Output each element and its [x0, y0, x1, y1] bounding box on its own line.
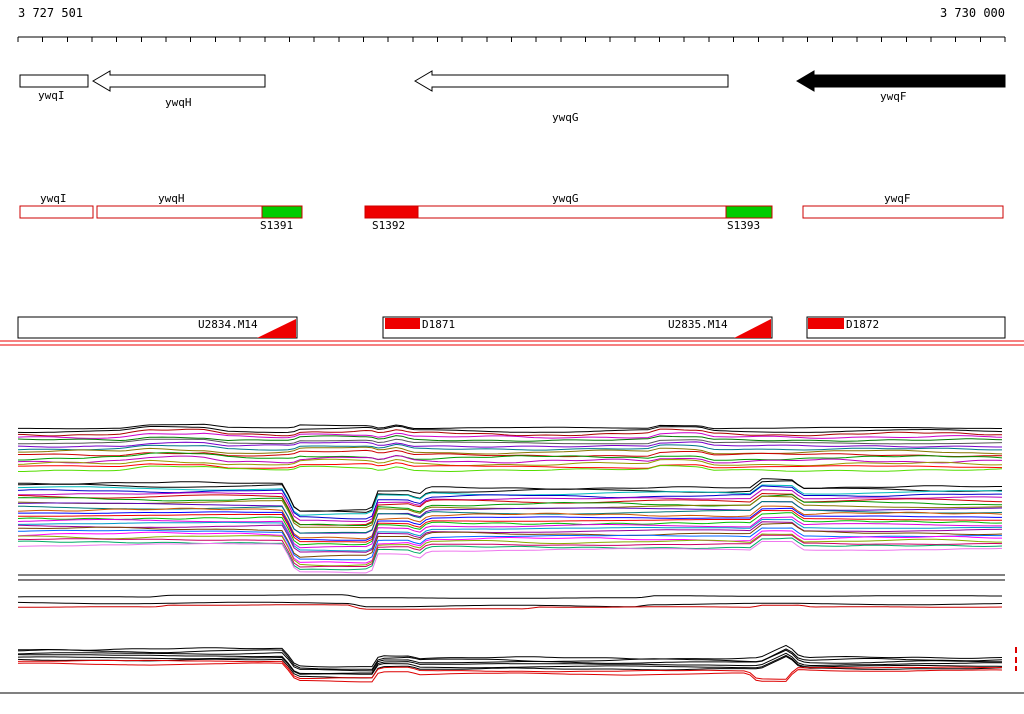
expression-line-upper-expression-band: [17, 458, 1003, 467]
gene-box-label-ywqG: ywqG: [552, 192, 579, 205]
expression-line-bottom-black-cluster: [18, 644, 1003, 668]
expression-line-upper-expression-band: [17, 443, 1002, 451]
expression-line-lower-expression-band: [18, 534, 1003, 568]
probe-label-U2834-M14: U2834.M14: [198, 318, 258, 331]
expression-line-lower-expression-band: [17, 516, 1002, 549]
expression-line-lower-expression-band: [18, 510, 1002, 543]
ruler-start-coordinate: 3 727 501: [18, 6, 84, 20]
gene-box-ywqG[interactable]: [364, 205, 773, 219]
expression-line-upper-expression-band: [18, 423, 1002, 430]
segment-S1392[interactable]: [364, 205, 419, 219]
probe-block-D1872[interactable]: [808, 318, 844, 329]
expression-line-bottom-red-cluster: [17, 659, 1003, 680]
gene-arrow-ywqI[interactable]: [19, 74, 89, 88]
expression-line-lower-expression-band: [17, 500, 1003, 534]
expression-line-upper-expression-band: [17, 454, 1003, 464]
expression-line-lower-expression-band: [17, 533, 1002, 567]
expression-line-upper-expression-band: [18, 446, 1003, 455]
expression-line-upper-expression-band: [18, 465, 1003, 473]
probe-label-D1872: D1872: [846, 318, 880, 331]
probe-ramp-U2835.M14[interactable]: [734, 319, 771, 338]
expression-line-lower-expression-band: [18, 507, 1002, 541]
gene-arrow-ywqH[interactable]: [92, 70, 266, 92]
transcript-box-0[interactable]: [17, 316, 298, 339]
plot-line-4: [18, 604, 1003, 610]
gene-box-label-ywqH: ywqH: [158, 192, 185, 205]
gene-arrow-label-ywqH: ywqH: [165, 96, 192, 109]
probe-label-U2835-M14: U2835.M14: [668, 318, 728, 331]
expression-line-upper-expression-band: [17, 428, 1003, 437]
ruler-end-coordinate: 3 730 000: [939, 6, 1005, 20]
expression-line-lower-expression-band: [17, 485, 1002, 520]
segment-label-S1392: S1392: [372, 219, 406, 232]
gene-box-ywqF[interactable]: [802, 205, 1004, 219]
expression-line-upper-expression-band: [18, 438, 1003, 445]
plot-line-2: [17, 594, 1002, 599]
segment-label-S1391: S1391: [260, 219, 294, 232]
expression-line-upper-expression-band: [18, 462, 1003, 469]
expression-line-upper-expression-band: [18, 452, 1003, 461]
expression-line-bottom-black-cluster: [17, 652, 1002, 674]
expression-line-lower-expression-band: [17, 521, 1003, 553]
gene-arrow-label-ywqF: ywqF: [880, 90, 907, 103]
probe-label-D1871: D1871: [422, 318, 456, 331]
expression-line-lower-expression-band: [17, 522, 1003, 558]
expression-line-lower-expression-band: [17, 512, 1003, 546]
expression-line-lower-expression-band: [17, 505, 1003, 540]
expression-line-lower-expression-band: [17, 537, 1003, 571]
expression-line-upper-expression-band: [17, 425, 1003, 433]
expression-line-lower-expression-band: [17, 527, 1002, 561]
gene-arrow-label-ywqG: ywqG: [552, 111, 579, 124]
expression-line-lower-expression-band: [17, 494, 1003, 526]
expression-line-bottom-red-cluster: [17, 662, 1003, 683]
expression-line-lower-expression-band: [17, 480, 1003, 513]
gene-box-label-ywqI: ywqI: [40, 192, 67, 205]
gene-arrow-ywqF[interactable]: [796, 70, 1006, 92]
expression-line-lower-expression-band: [18, 478, 1002, 512]
expression-line-bottom-black-cluster: [17, 649, 1002, 672]
expression-line-bottom-black-cluster: [17, 655, 1003, 679]
transcript-box-2[interactable]: [806, 316, 1006, 339]
expression-line-bottom-black-cluster: [17, 654, 1003, 675]
gene-arrow-ywqG[interactable]: [414, 70, 729, 92]
transcript-box-1[interactable]: [382, 316, 773, 339]
probe-block-D1871[interactable]: [385, 318, 420, 329]
gene-arrow-label-ywqI: ywqI: [38, 89, 65, 102]
expression-line-lower-expression-band: [17, 492, 1003, 526]
segment-S1391[interactable]: [261, 205, 303, 219]
expression-line-upper-expression-band: [17, 432, 1003, 439]
plot-line-3: [17, 601, 1003, 608]
expression-line-lower-expression-band: [17, 489, 1003, 523]
expression-line-upper-expression-band: [17, 435, 1003, 442]
expression-line-lower-expression-band: [18, 519, 1002, 552]
segment-label-S1393: S1393: [727, 219, 761, 232]
expression-line-bottom-black-cluster: [17, 648, 1003, 670]
gene-box-ywqI[interactable]: [19, 205, 94, 219]
expression-line-lower-expression-band: [17, 530, 1002, 564]
probe-ramp-U2834.M14[interactable]: [257, 319, 296, 338]
segment-S1393[interactable]: [725, 205, 773, 219]
expression-line-lower-expression-band: [17, 500, 1003, 534]
expression-line-lower-expression-band: [17, 540, 1003, 574]
gene-box-label-ywqF: ywqF: [884, 192, 911, 205]
expression-line-upper-expression-band: [17, 441, 1002, 448]
